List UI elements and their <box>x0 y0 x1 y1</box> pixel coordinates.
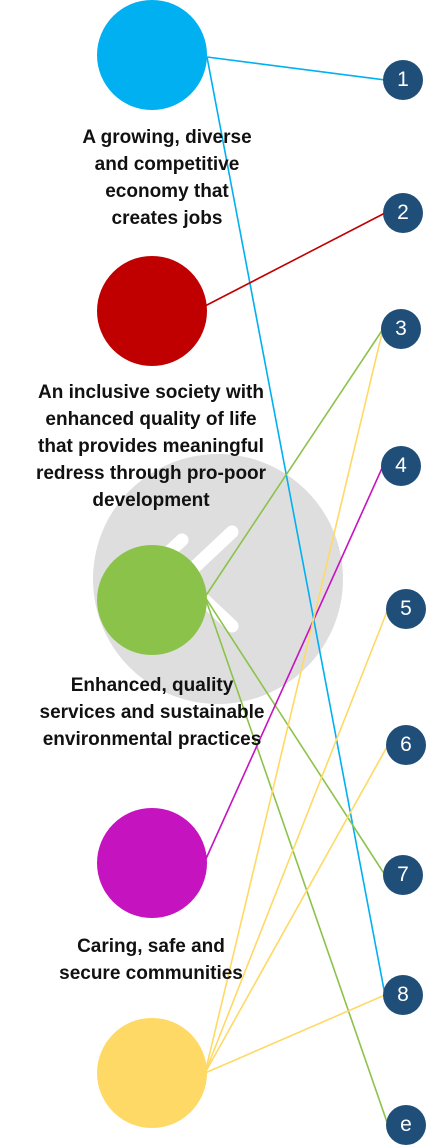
link-goal3-to-3 <box>204 328 384 598</box>
link-goal5-to-6 <box>204 744 389 1074</box>
outcome-badge-5: 5 <box>386 589 426 629</box>
goal-circle-3 <box>97 545 207 655</box>
link-goal5-to-8 <box>204 994 386 1074</box>
goal-circle-4 <box>97 808 207 918</box>
goal-circle-2 <box>97 256 207 366</box>
outcome-badge-3: 3 <box>381 309 421 349</box>
link-goal2-to-2 <box>204 212 386 307</box>
link-goal4-to-4 <box>204 465 384 862</box>
goal-label-4: Caring, safe and secure communities <box>59 936 243 984</box>
connector-lines <box>204 56 389 1126</box>
goal-circle-5 <box>97 1018 207 1128</box>
outcome-badge-4: 4 <box>381 446 421 486</box>
link-goal1-to-8 <box>206 56 386 996</box>
outcome-badge-7: 7 <box>383 855 423 895</box>
goal-circle-1 <box>97 0 207 110</box>
outcome-badge-1: 1 <box>383 60 423 100</box>
goal-label-3: Enhanced, quality services and sustainabl… <box>39 675 265 750</box>
link-goal5-to-3 <box>204 328 384 1074</box>
goal-label-1: A growing, diverse and competitive economy… <box>82 127 252 229</box>
outcome-badge-e: e <box>386 1105 426 1145</box>
goal-label-2: An inclusive society with enhanced qualit… <box>35 382 267 511</box>
link-goal3-to-7 <box>204 596 386 876</box>
link-goal1-to-1 <box>206 56 386 81</box>
goal-circles <box>97 0 207 1128</box>
link-goal5-to-5 <box>204 608 389 1074</box>
outcome-badge-8: 8 <box>383 975 423 1015</box>
link-goal3-to-e <box>204 596 389 1126</box>
outcome-badge-6: 6 <box>386 725 426 765</box>
outcome-badge-2: 2 <box>383 193 423 233</box>
